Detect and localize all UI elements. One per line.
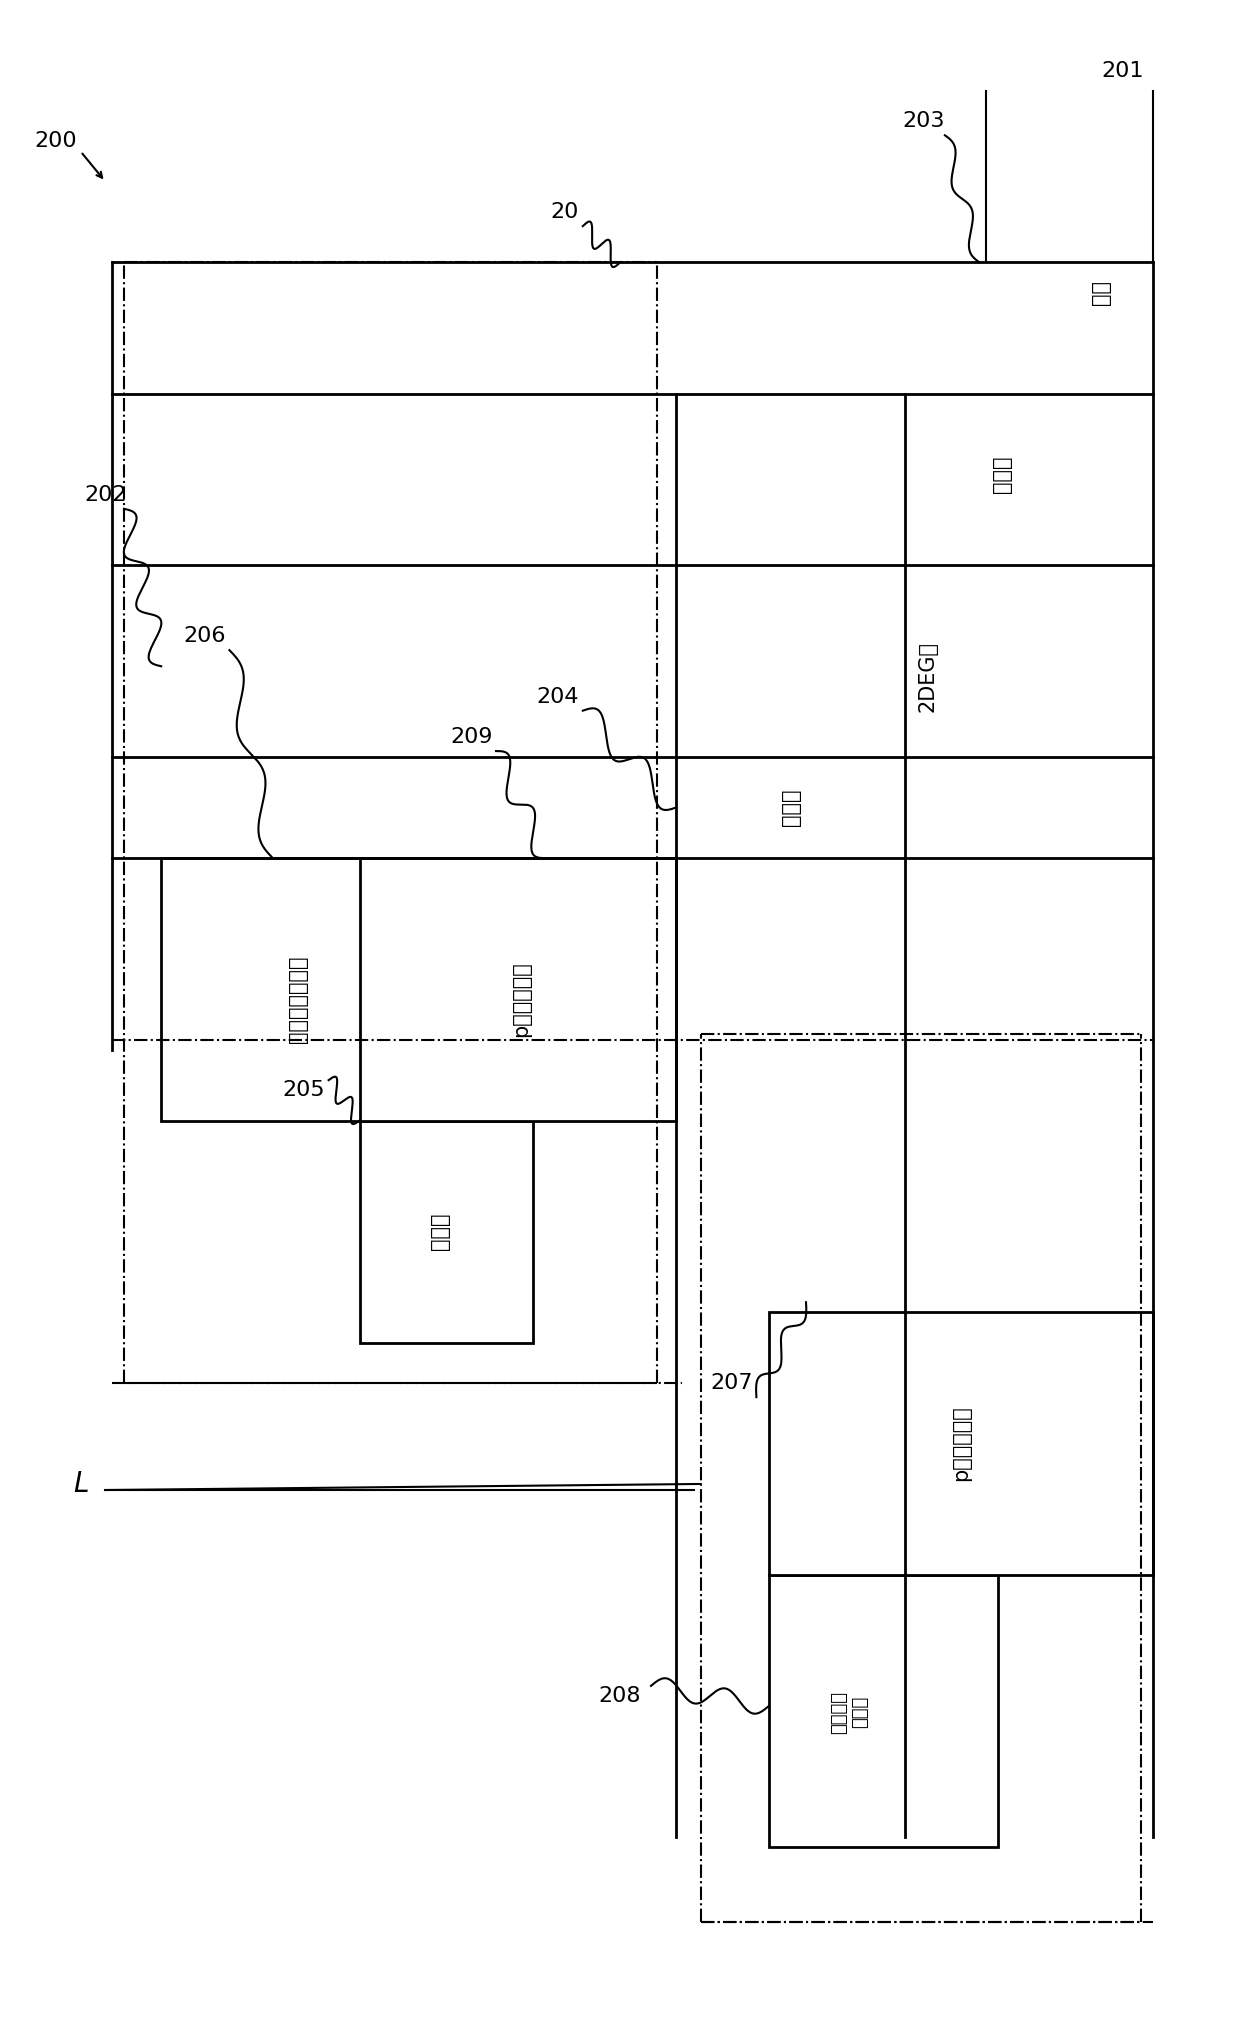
FancyBboxPatch shape <box>769 1312 1153 1575</box>
Text: 栅极层: 栅极层 <box>430 1213 450 1250</box>
Text: 200: 200 <box>35 131 77 151</box>
Text: 源极欧姆接触层: 源极欧姆接触层 <box>288 955 308 1044</box>
FancyBboxPatch shape <box>769 1575 998 1847</box>
Text: 203: 203 <box>903 111 945 131</box>
FancyBboxPatch shape <box>360 1121 533 1343</box>
Text: 202: 202 <box>84 485 126 505</box>
Text: 阻障层: 阻障层 <box>781 789 801 826</box>
Text: 207: 207 <box>711 1373 753 1393</box>
Text: 204: 204 <box>537 686 579 707</box>
FancyBboxPatch shape <box>360 858 676 1121</box>
Text: 206: 206 <box>184 626 226 646</box>
Text: L: L <box>73 1470 88 1498</box>
Text: 缓冲层: 缓冲层 <box>992 456 1012 493</box>
Text: 208: 208 <box>599 1686 641 1706</box>
Text: 209: 209 <box>450 727 492 747</box>
Text: 205: 205 <box>283 1080 325 1100</box>
Text: 基板: 基板 <box>1091 281 1111 305</box>
Text: 2DEG层: 2DEG层 <box>918 640 937 713</box>
Text: 20: 20 <box>551 202 578 222</box>
FancyBboxPatch shape <box>161 858 434 1121</box>
Text: 201: 201 <box>1101 61 1143 81</box>
Text: p型半导体层: p型半导体层 <box>511 961 531 1038</box>
Text: 漏极欧姆
接触层: 漏极欧姆 接触层 <box>830 1690 869 1734</box>
Text: p型半导体层: p型半导体层 <box>951 1405 971 1482</box>
